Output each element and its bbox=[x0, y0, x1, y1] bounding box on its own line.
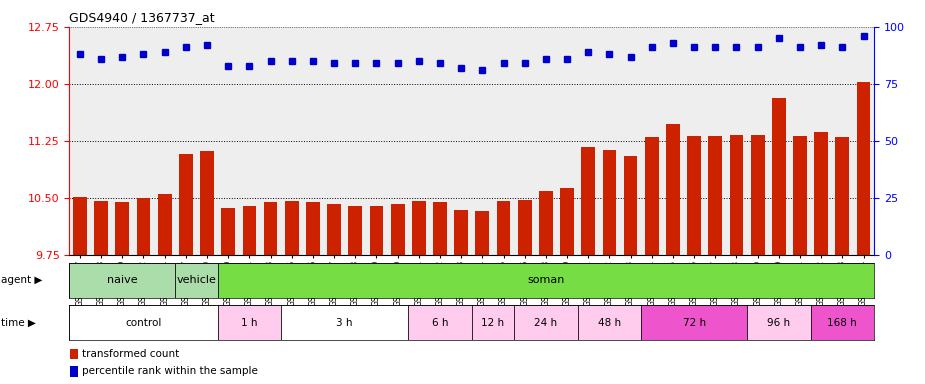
Bar bbox=[747, 305, 810, 340]
Bar bbox=[349, 206, 363, 255]
Bar bbox=[645, 137, 659, 255]
Bar bbox=[264, 202, 278, 255]
Text: 96 h: 96 h bbox=[767, 318, 790, 328]
Bar bbox=[306, 202, 320, 255]
Text: 48 h: 48 h bbox=[598, 318, 621, 328]
Bar bbox=[433, 202, 447, 255]
Bar bbox=[390, 204, 404, 255]
Bar bbox=[285, 200, 299, 255]
Bar bbox=[370, 206, 383, 255]
Bar bbox=[70, 349, 78, 359]
Text: agent ▶: agent ▶ bbox=[1, 275, 43, 285]
Bar bbox=[175, 263, 217, 298]
Text: 72 h: 72 h bbox=[683, 318, 706, 328]
Bar bbox=[730, 135, 744, 255]
Bar bbox=[69, 263, 175, 298]
Bar bbox=[454, 210, 468, 255]
Bar bbox=[835, 137, 849, 255]
Bar bbox=[179, 154, 192, 255]
Text: soman: soman bbox=[527, 275, 564, 285]
Bar bbox=[514, 305, 577, 340]
Bar bbox=[539, 190, 553, 255]
Text: 3 h: 3 h bbox=[337, 318, 353, 328]
Text: 6 h: 6 h bbox=[432, 318, 449, 328]
Bar bbox=[200, 151, 214, 255]
Text: time ▶: time ▶ bbox=[1, 318, 36, 328]
Text: transformed count: transformed count bbox=[82, 349, 179, 359]
Bar bbox=[687, 136, 701, 255]
Bar bbox=[475, 211, 489, 255]
Bar bbox=[116, 202, 130, 255]
Bar bbox=[281, 305, 408, 340]
Text: GDS4940 / 1367737_at: GDS4940 / 1367737_at bbox=[69, 11, 215, 24]
Bar bbox=[69, 305, 217, 340]
Text: percentile rank within the sample: percentile rank within the sample bbox=[82, 366, 258, 376]
Bar bbox=[497, 200, 511, 255]
Bar bbox=[666, 124, 680, 255]
Text: 12 h: 12 h bbox=[481, 318, 504, 328]
Text: control: control bbox=[125, 318, 162, 328]
Bar bbox=[793, 136, 807, 255]
Text: 1 h: 1 h bbox=[241, 318, 258, 328]
Bar bbox=[472, 305, 514, 340]
Bar bbox=[137, 198, 151, 255]
Bar bbox=[221, 208, 235, 255]
Bar bbox=[772, 98, 785, 255]
Bar bbox=[577, 305, 641, 340]
Bar bbox=[217, 305, 281, 340]
Bar bbox=[623, 156, 637, 255]
Bar bbox=[581, 147, 595, 255]
Bar bbox=[412, 200, 426, 255]
Bar bbox=[602, 150, 616, 255]
Bar bbox=[217, 263, 874, 298]
Bar bbox=[94, 200, 108, 255]
Bar bbox=[70, 366, 78, 377]
Bar bbox=[751, 135, 765, 255]
Bar bbox=[327, 204, 341, 255]
Bar bbox=[810, 305, 874, 340]
Bar bbox=[561, 188, 574, 255]
Text: vehicle: vehicle bbox=[177, 275, 216, 285]
Text: 168 h: 168 h bbox=[828, 318, 857, 328]
Bar bbox=[158, 194, 171, 255]
Bar bbox=[518, 200, 532, 255]
Bar bbox=[857, 83, 870, 255]
Bar bbox=[242, 206, 256, 255]
Text: 24 h: 24 h bbox=[535, 318, 558, 328]
Bar bbox=[641, 305, 747, 340]
Bar bbox=[73, 197, 87, 255]
Bar bbox=[408, 305, 472, 340]
Text: naive: naive bbox=[107, 275, 138, 285]
Bar bbox=[709, 136, 722, 255]
Bar bbox=[814, 132, 828, 255]
